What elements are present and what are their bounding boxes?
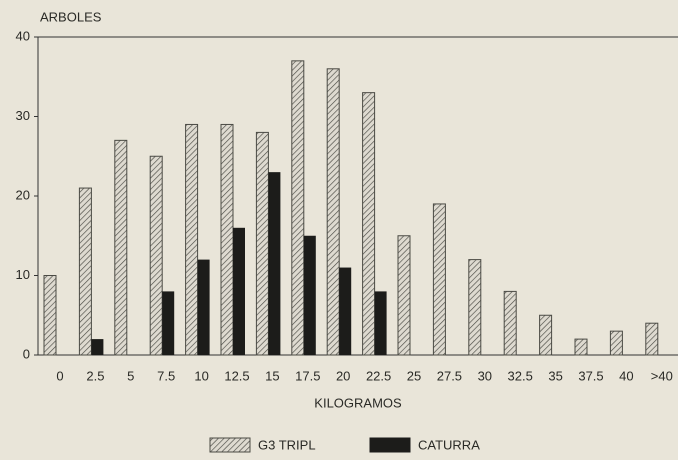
x-tick-label: 32.5 — [508, 368, 533, 383]
x-tick-label: 5 — [127, 368, 134, 383]
bar — [326, 68, 340, 356]
x-tick-label: 37.5 — [578, 368, 603, 383]
bar — [220, 123, 234, 356]
y-tick-label: 40 — [16, 28, 30, 43]
x-tick-label: 7.5 — [157, 368, 175, 383]
bar — [574, 338, 588, 356]
bar — [114, 139, 128, 356]
x-tick-label: 17.5 — [295, 368, 320, 383]
y-tick-label: 20 — [16, 187, 30, 202]
x-tick-label: 20 — [336, 368, 350, 383]
x-tick-label: 30 — [478, 368, 492, 383]
bar — [91, 339, 104, 355]
y-axis-label: ARBOLES — [40, 9, 102, 24]
bar — [78, 187, 92, 356]
x-tick-label: 25 — [407, 368, 421, 383]
x-tick-label: 27.5 — [437, 368, 462, 383]
y-tick-label: 30 — [16, 108, 30, 123]
y-tick-label: 10 — [16, 267, 30, 282]
x-tick-label: 35 — [548, 368, 562, 383]
legend-swatch — [369, 437, 411, 453]
bar — [432, 203, 446, 356]
bar — [374, 291, 387, 355]
bar — [397, 235, 411, 356]
legend-swatch — [209, 437, 251, 453]
bar — [268, 172, 281, 355]
x-tick-label: 10 — [194, 368, 208, 383]
bar — [233, 227, 245, 355]
x-tick-label: 40 — [619, 368, 633, 383]
bar — [303, 235, 316, 355]
bar — [255, 131, 269, 356]
bar — [362, 92, 376, 356]
bar — [468, 259, 482, 356]
x-tick-label: 2.5 — [86, 368, 104, 383]
bar — [185, 123, 199, 356]
bar — [645, 322, 659, 356]
x-tick-label: 12.5 — [224, 368, 249, 383]
x-tick-label: 22.5 — [366, 368, 391, 383]
y-tick-label: 0 — [23, 346, 30, 361]
bar — [291, 60, 305, 356]
bar — [609, 330, 623, 356]
legend-label: CATURRA — [418, 437, 480, 452]
bar — [162, 291, 175, 355]
x-tick-label: 0 — [56, 368, 63, 383]
bar — [149, 155, 163, 356]
bar — [197, 259, 210, 355]
x-axis-label: KILOGRAMOS — [314, 395, 402, 410]
bar — [43, 275, 57, 356]
legend-label: G3 TRIPL — [258, 437, 316, 452]
bar — [539, 314, 553, 356]
x-tick-label: 15 — [265, 368, 279, 383]
x-tick-label: >40 — [651, 368, 673, 383]
bar — [339, 267, 352, 355]
bar — [503, 290, 517, 356]
